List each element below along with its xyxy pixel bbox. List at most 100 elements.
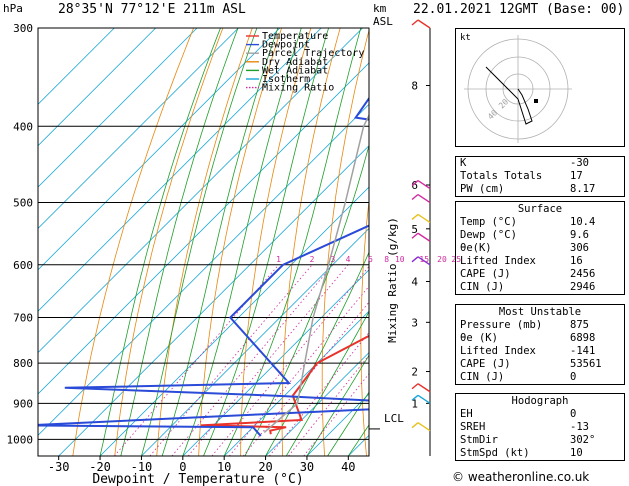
hodo-ring-label-40: 40	[486, 108, 499, 121]
mixing-ratio-label: 10	[395, 255, 405, 264]
wet-adiabat-line	[203, 28, 329, 456]
mu-row: θe (K) 6898	[460, 332, 596, 344]
legend-entry: Temperature	[262, 31, 328, 42]
wet-adiabat-line	[99, 28, 221, 456]
wet-adiabat-line	[120, 28, 239, 456]
lcl-label: LCL	[384, 412, 404, 425]
indices-box: K -30 Totals Totals 17 PW (cm) 8.17	[455, 156, 625, 197]
surface-row: θe(K) 306	[460, 242, 589, 254]
mu-row: CAPE (J) 53561	[460, 358, 602, 370]
hodo-ring-label-20: 20	[497, 97, 510, 110]
pressure-tick-label: 400	[13, 120, 33, 133]
wet-adiabat-line	[161, 28, 279, 456]
x-axis-label: Dewpoint / Temperature (°C)	[92, 472, 303, 486]
wind-barb-flag	[411, 213, 419, 220]
hodo-kt-label: kt	[460, 33, 471, 43]
hodo-row: StmSpd (kt) 10	[460, 447, 583, 459]
wind-barb	[417, 179, 431, 190]
mixing-ratio-line	[268, 331, 369, 456]
km-tick-label: 6	[411, 179, 418, 192]
x-tick-label: -20	[89, 460, 111, 474]
isotherm-line	[38, 103, 369, 436]
series-parcel-trajectory	[263, 113, 369, 433]
hpa-axis-label: hPa	[3, 2, 23, 15]
km-tick-label: 8	[411, 80, 418, 93]
isotherm-line	[38, 28, 198, 188]
mixing-ratio-label: 4	[346, 255, 351, 264]
wind-barb	[417, 232, 431, 242]
isotherm-line	[38, 28, 156, 147]
series-temperature	[200, 334, 369, 435]
wind-barb-flag	[411, 19, 419, 26]
surface-row: CIN (J) 2946	[460, 281, 596, 293]
km-tick-label: 4	[411, 275, 418, 288]
mu-row: Lifted Index -141	[460, 345, 596, 357]
km-tick-label: 5	[411, 223, 418, 236]
surface-row: Dewp (°C) 9.6	[460, 229, 589, 241]
location-title: 28°35'N 77°12'E 211m ASL	[58, 2, 246, 17]
x-tick-label: 20	[258, 460, 272, 474]
isotherm-line	[265, 351, 369, 456]
pressure-tick-label: 900	[13, 397, 33, 410]
dry-adiabat-line	[156, 28, 253, 456]
surface-row: Lifted Index 16	[460, 255, 583, 267]
legend-entry: Isotherm	[262, 74, 310, 85]
surface-row: CAPE (J) 2456	[460, 268, 596, 280]
pressure-tick-label: 800	[13, 357, 33, 370]
wind-barb-flag	[411, 193, 419, 201]
mu-row: CIN (J) 0	[460, 371, 577, 383]
hodo-trace	[485, 66, 533, 125]
wind-barb-flag	[411, 256, 419, 263]
mixing-ratio-line	[228, 285, 369, 456]
isotherm-line	[38, 28, 363, 354]
hodograph-stats-title: Hodograph	[511, 395, 569, 407]
pressure-tick-label: 600	[13, 259, 33, 272]
isotherm-line	[38, 28, 322, 312]
x-tick-label: 10	[217, 460, 231, 474]
hodo-row: EH 0	[460, 408, 577, 420]
legend-entry: Mixing Ratio	[262, 83, 334, 94]
x-tick-label: 0	[179, 460, 186, 474]
asl-label: ASL	[373, 15, 393, 28]
isotherm-line	[223, 310, 369, 456]
most-unstable-title: Most Unstable	[498, 306, 582, 318]
legend-entry: Dry Adiabat	[262, 57, 328, 68]
mixing-ratio-line	[149, 264, 313, 456]
index-row-k: K -30	[460, 157, 589, 169]
wet-adiabat-line	[327, 391, 369, 456]
km-tick-label: 1	[411, 397, 418, 410]
km-tick-label: 3	[411, 316, 418, 329]
pressure-tick-label: 700	[13, 311, 33, 324]
km-tick-label: 2	[411, 366, 418, 379]
wind-barb	[417, 213, 431, 224]
legend-entry: Dewpoint	[262, 40, 310, 51]
index-row-pw: PW (cm) 8.17	[460, 183, 596, 195]
isotherm-line	[38, 28, 239, 230]
wind-barb	[417, 383, 431, 393]
wind-barb-flag	[411, 180, 419, 187]
surface-box: Surface Temp (°C) 10.4 Dewp (°C) 9.6 θe(K)…	[455, 201, 625, 295]
wind-barb-flag	[411, 232, 419, 239]
hodograph-stats-box: Hodograph EH 0 SREH -13 StmDir 302° StmSpd …	[455, 393, 625, 461]
wet-adiabat-line	[141, 28, 258, 456]
mixing-ratio-line	[211, 265, 369, 456]
plot-frame	[37, 27, 370, 457]
datetime-title: 22.01.2021 12GMT (Base: 00)	[413, 2, 625, 17]
hodo-row: SREH -13	[460, 421, 589, 433]
copyright-footer: © weatheronline.co.uk	[452, 470, 590, 484]
km-label: km	[373, 2, 387, 15]
dry-adiabat-line	[114, 28, 224, 456]
wind-barb	[417, 256, 431, 266]
wind-barb	[417, 193, 431, 204]
dry-adiabat-line	[321, 28, 369, 456]
dry-adiabat-line	[198, 28, 282, 456]
legend-entry: Wet Adiabat	[262, 65, 328, 76]
wind-barb-flag	[411, 394, 419, 401]
pressure-tick-label: 1000	[7, 433, 34, 446]
wind-barb-flag	[411, 422, 419, 429]
x-tick-label: -30	[48, 460, 70, 474]
mixing-ratio-line	[114, 264, 279, 456]
mixing-ratio-label: 20	[437, 255, 447, 264]
mixing-ratio-label: 1	[276, 255, 281, 264]
wind-barb	[417, 19, 431, 29]
